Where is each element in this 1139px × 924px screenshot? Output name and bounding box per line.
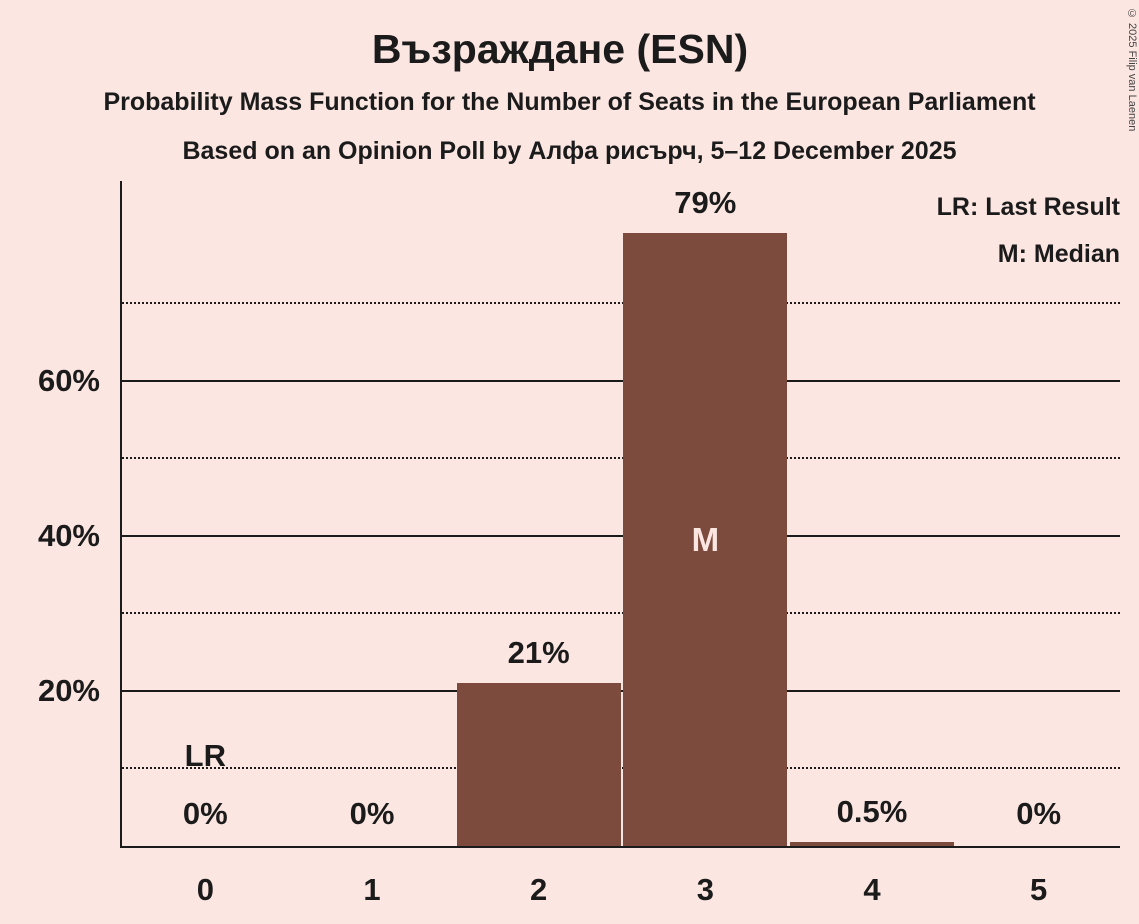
- gridline-solid: [122, 534, 1120, 537]
- copyright-notice: © 2025 Filip van Laenen: [1126, 8, 1138, 132]
- bar-value-label: 79%: [674, 185, 737, 221]
- bar: M: [623, 233, 788, 846]
- legend-last-result: LR: Last Result: [936, 193, 1120, 221]
- gridline-dotted: [122, 457, 1120, 460]
- gridline-solid: [122, 379, 1120, 382]
- gridline-solid: [122, 689, 1120, 692]
- bar: [456, 683, 621, 846]
- x-axis-tick-label: 0: [196, 872, 214, 907]
- bar-value-label: 0%: [1016, 796, 1062, 831]
- y-axis-tick-label: 20%: [37, 672, 100, 708]
- gridline-dotted: [122, 767, 1120, 770]
- y-axis-tick-label: 60%: [37, 362, 100, 398]
- chart-subtitle: Probability Mass Function for the Number…: [103, 88, 1036, 116]
- chart-legend: LR: Last Result M: Median: [937, 184, 1120, 278]
- legend-median: M: Median: [997, 240, 1120, 268]
- y-axis-tick-label: 40%: [37, 517, 100, 553]
- poll-info: Based on an Opinion Poll by Алфа рисърч,…: [182, 137, 957, 165]
- plot-area: 20% 40% 60% 0% 0 LR 0% 1 21% 2 M 79% 3 0.5% 4 0% 5: [38, 181, 1120, 907]
- bar: [790, 842, 954, 846]
- median-marker: M: [691, 520, 720, 558]
- x-axis-tick-label: 1: [363, 872, 381, 907]
- x-axis-tick-label: 3: [696, 872, 714, 907]
- gridline-dotted: [122, 302, 1120, 305]
- bar-value-label: 0.5%: [836, 794, 908, 830]
- last-result-marker: LR: [184, 738, 226, 773]
- bar-value-label: 0%: [182, 796, 228, 831]
- chart-title: Възраждане (ESN): [371, 26, 749, 72]
- bar-value-label: 0%: [349, 796, 395, 831]
- bar-value-label: 21%: [507, 635, 570, 671]
- gridline-dotted: [122, 612, 1120, 615]
- x-axis-tick-label: 2: [530, 872, 548, 907]
- x-axis-tick-label: 5: [1030, 872, 1048, 907]
- x-axis-tick-label: 4: [863, 872, 881, 907]
